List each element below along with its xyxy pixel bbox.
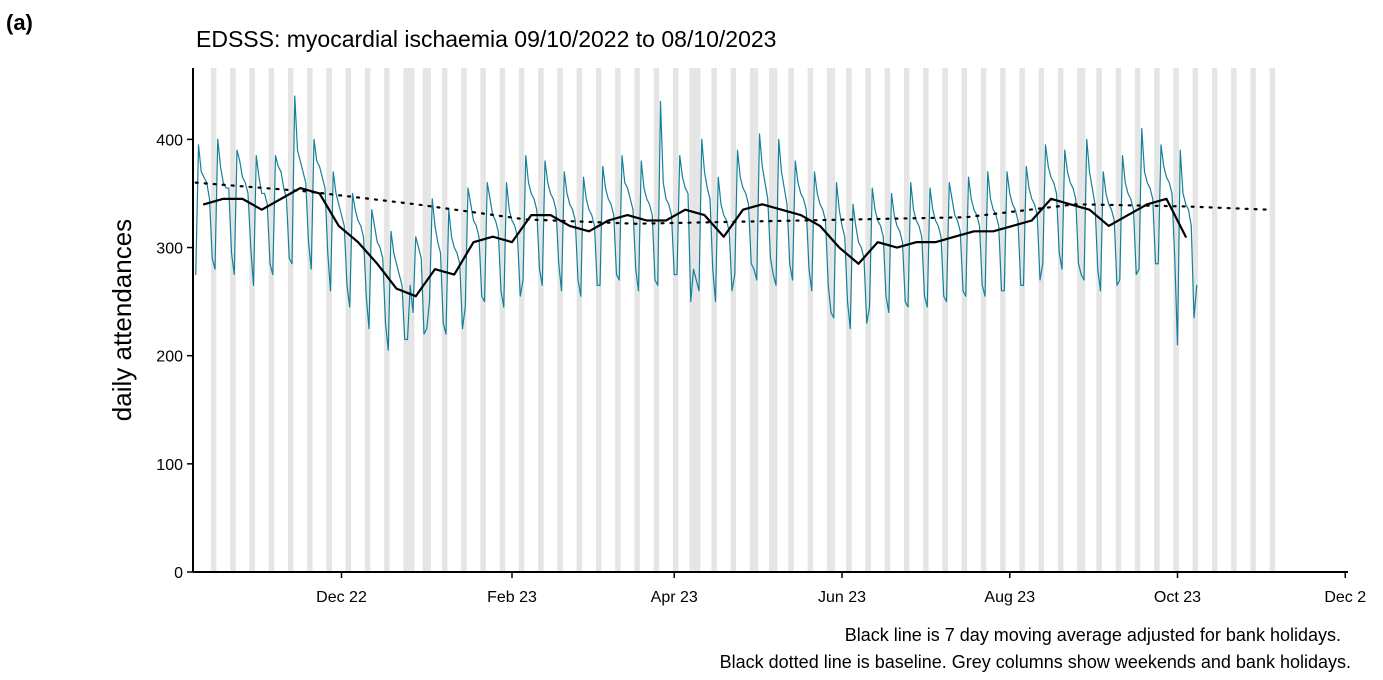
weekend-column [538, 68, 544, 572]
bank-holiday-column [1082, 68, 1086, 572]
weekend-column [1038, 68, 1045, 572]
x-tick-label: Aug 23 [984, 589, 1035, 606]
shading [210, 68, 1276, 572]
weekend-column [692, 68, 698, 572]
weekend-column [1077, 68, 1083, 572]
bank-holiday-column [697, 68, 701, 572]
x-tick-label: Jun 23 [818, 589, 866, 606]
chart-title: EDSSS: myocardial ischaemia 09/10/2022 t… [196, 26, 776, 52]
weekend-column [730, 68, 737, 572]
weekend-column [942, 68, 948, 572]
weekend-column [634, 68, 640, 572]
weekend-column [1269, 68, 1276, 572]
weekend-column [422, 68, 429, 572]
weekend-column [326, 68, 332, 572]
weekend-column [1211, 68, 1218, 572]
x-tick-label: Apr 23 [651, 589, 698, 606]
weekend-column [1231, 68, 1237, 572]
weekend-column [826, 68, 833, 572]
weekend-column [1057, 68, 1064, 572]
weekend-column [923, 68, 929, 572]
weekend-column [307, 68, 313, 572]
weekend-column [499, 68, 506, 572]
weekend-column [1000, 68, 1006, 572]
weekend-column [480, 68, 486, 572]
bank-holiday-column [428, 68, 431, 572]
weekend-column [384, 68, 390, 572]
bank-holiday-column [408, 68, 412, 572]
weekend-column [268, 68, 275, 572]
weekend-column [788, 68, 794, 572]
panel-label: (a) [6, 10, 33, 35]
x-tick-label: Oct 23 [1154, 589, 1201, 606]
weekend-column [1154, 68, 1160, 572]
y-tick-label: 400 [156, 132, 183, 149]
x-tick-label: Feb 23 [487, 589, 537, 606]
weekend-column [518, 68, 525, 572]
series-line [202, 186, 1187, 298]
y-tick-label: 0 [174, 565, 183, 582]
weekend-column [865, 68, 871, 572]
note: Black line is 7 day moving average adjus… [845, 625, 1341, 645]
weekend-column [1019, 68, 1025, 572]
weekend-column [230, 68, 236, 572]
weekend-column [1134, 68, 1141, 572]
weekend-column [807, 68, 814, 572]
bank-holiday-column [411, 68, 415, 572]
weekend-column [441, 68, 448, 572]
series-line [195, 95, 1198, 351]
x-tick-label: Dec 22 [316, 589, 367, 606]
y-tick-label: 100 [156, 457, 183, 474]
bank-holiday-column [832, 68, 836, 572]
y-tick-label: 200 [156, 349, 183, 366]
weekend-column [403, 68, 409, 572]
weekend-column [595, 68, 602, 572]
weekend-column [749, 68, 756, 572]
weekend-column [1096, 68, 1102, 572]
weekend-column [557, 68, 563, 572]
weekend-column [210, 68, 217, 572]
weekend-column [345, 68, 352, 572]
weekend-column [961, 68, 968, 572]
x-tick-label: Dec 2 [1324, 589, 1366, 606]
weekend-column [769, 68, 775, 572]
weekend-column [884, 68, 891, 572]
weekend-column [576, 68, 583, 572]
bank-holiday-column [774, 68, 778, 572]
weekend-column [364, 68, 371, 572]
weekend-column [903, 68, 910, 572]
weekend-column [615, 68, 621, 572]
weekend-column [1192, 68, 1199, 572]
weekend-column [653, 68, 660, 572]
series-line [194, 181, 1270, 225]
note: Black dotted line is baseline. Grey colu… [720, 652, 1351, 672]
bank-holiday-column [755, 68, 759, 572]
y-axis-label: daily attendances [107, 219, 137, 421]
weekend-column [672, 68, 679, 572]
weekend-column [980, 68, 987, 572]
y-tick-label: 300 [156, 241, 183, 258]
weekend-column [1115, 68, 1122, 572]
weekend-column [1250, 68, 1256, 572]
weekend-column [287, 68, 294, 572]
weekend-column [711, 68, 717, 572]
bank-holiday-column [689, 68, 693, 572]
weekend-column [249, 68, 255, 572]
